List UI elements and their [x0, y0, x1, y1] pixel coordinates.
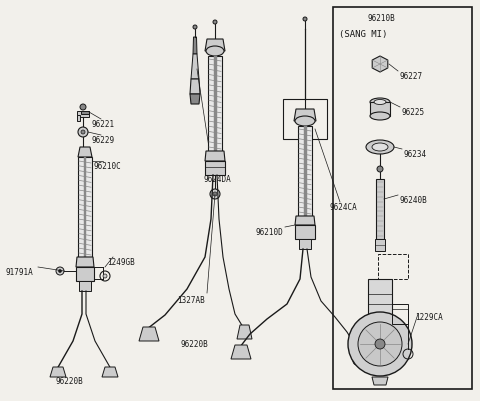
Circle shape: [193, 26, 197, 30]
Circle shape: [348, 312, 412, 376]
Bar: [79, 281, 91, 291]
Bar: [84, 158, 86, 257]
Text: 96210B: 96210B: [368, 14, 396, 23]
Circle shape: [213, 192, 217, 196]
Ellipse shape: [370, 113, 390, 121]
Polygon shape: [191, 55, 199, 80]
Text: 9624CA: 9624CA: [330, 203, 358, 211]
Circle shape: [358, 322, 402, 366]
Text: 96210C: 96210C: [93, 162, 121, 170]
Bar: [392, 304, 408, 324]
Bar: [378, 254, 408, 279]
Bar: [295, 225, 315, 239]
Bar: [283, 100, 327, 140]
Polygon shape: [231, 345, 251, 359]
Circle shape: [59, 270, 61, 273]
Text: 96227: 96227: [399, 72, 422, 81]
Text: 96210D: 96210D: [255, 227, 283, 237]
Text: 96229: 96229: [91, 136, 114, 145]
Bar: [214, 57, 216, 152]
Text: 96220B: 96220B: [55, 376, 83, 385]
Polygon shape: [77, 116, 80, 122]
Ellipse shape: [366, 141, 394, 155]
Polygon shape: [139, 327, 159, 341]
Text: 96221: 96221: [91, 120, 114, 129]
Circle shape: [103, 274, 107, 278]
Polygon shape: [295, 217, 315, 225]
Circle shape: [56, 267, 64, 275]
Polygon shape: [76, 257, 94, 267]
Circle shape: [81, 131, 85, 135]
Polygon shape: [193, 38, 197, 55]
Text: 1327AB: 1327AB: [177, 295, 205, 304]
Polygon shape: [190, 95, 200, 105]
Bar: [353, 341, 361, 355]
Ellipse shape: [370, 99, 390, 107]
Bar: [368, 279, 392, 329]
Polygon shape: [205, 40, 225, 52]
Polygon shape: [205, 152, 225, 162]
Circle shape: [78, 128, 88, 138]
Text: 96240B: 96240B: [399, 196, 427, 205]
Polygon shape: [237, 325, 252, 339]
Polygon shape: [77, 112, 89, 118]
Polygon shape: [372, 377, 388, 385]
Bar: [208, 57, 222, 152]
Bar: [205, 162, 225, 176]
Text: 96234: 96234: [403, 150, 426, 159]
Circle shape: [375, 339, 385, 349]
Bar: [303, 127, 307, 217]
Polygon shape: [294, 110, 316, 122]
Circle shape: [80, 105, 86, 111]
Bar: [333, 8, 472, 389]
Circle shape: [213, 21, 217, 25]
Text: 91791A: 91791A: [5, 267, 33, 276]
Polygon shape: [102, 367, 118, 377]
Circle shape: [377, 166, 383, 172]
Ellipse shape: [374, 100, 386, 105]
Bar: [375, 239, 385, 251]
Text: (SANG MI): (SANG MI): [339, 30, 387, 39]
Bar: [376, 180, 384, 239]
Text: 1249GB: 1249GB: [107, 257, 135, 266]
Bar: [370, 103, 390, 117]
Ellipse shape: [372, 144, 388, 152]
Bar: [76, 267, 94, 281]
Ellipse shape: [295, 117, 315, 127]
Text: 9624DA: 9624DA: [203, 174, 231, 184]
Bar: [298, 127, 312, 217]
Polygon shape: [372, 57, 388, 73]
Text: 96225: 96225: [401, 108, 424, 117]
Text: 1229CA: 1229CA: [415, 312, 443, 321]
Polygon shape: [81, 112, 89, 115]
Bar: [299, 239, 311, 249]
Polygon shape: [78, 148, 92, 158]
Circle shape: [210, 190, 220, 200]
Text: 96220B: 96220B: [180, 339, 208, 348]
Circle shape: [303, 18, 307, 22]
Ellipse shape: [206, 47, 224, 57]
Polygon shape: [190, 80, 200, 95]
Bar: [78, 158, 92, 257]
Polygon shape: [50, 367, 66, 377]
